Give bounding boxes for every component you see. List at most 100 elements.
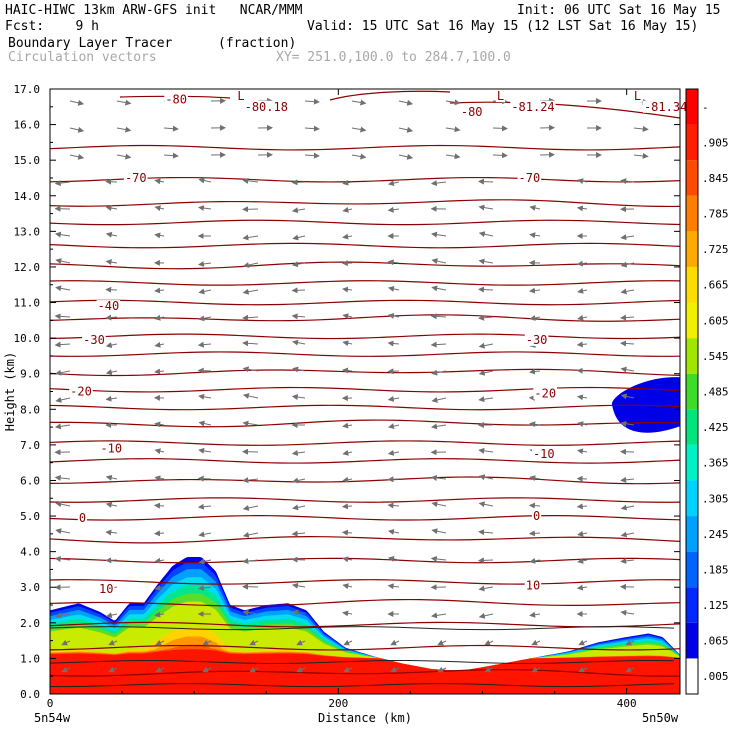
isotherm-label-bg: [123, 171, 148, 184]
vector-arrow: [478, 204, 494, 211]
vector-arrow: [242, 477, 259, 484]
y-tick-label: 1.0: [20, 652, 40, 665]
vector-arrow: [431, 501, 447, 508]
vector-arrow: [342, 367, 353, 374]
isotherm-line-12: [50, 419, 680, 428]
vector-arrow: [342, 583, 353, 590]
vector-arrow: [387, 340, 400, 347]
vector-arrow: [197, 341, 212, 348]
vector-arrow: [529, 611, 541, 618]
vector-arrow: [484, 666, 494, 673]
vector-arrow: [577, 557, 588, 564]
colorbar-swatch: [686, 266, 698, 303]
colorbar-label: .185: [702, 563, 729, 576]
header-line1-left: HAIC-HIWC 13km ARW-GFS init NCAR/MMM: [5, 3, 303, 18]
vector-arrow: [341, 529, 353, 536]
vector-arrow: [242, 234, 259, 241]
colorbar-swatch: [686, 622, 698, 659]
vector-arrow: [478, 314, 494, 321]
vector-arrow: [478, 342, 494, 349]
colorbar-swatch: [686, 302, 698, 339]
vector-arrow: [620, 366, 635, 373]
colorbar-label: .785: [702, 208, 729, 221]
isotherm-label-bg: [96, 300, 121, 313]
vector-arrow: [528, 502, 541, 509]
vector-arrow: [296, 666, 306, 673]
isotherm-label: 0: [79, 511, 86, 525]
vector-arrow: [430, 313, 447, 320]
isotherm-label: -70: [125, 171, 147, 185]
isotherm-label-bg: [524, 579, 542, 592]
colorbar-label: .845: [702, 172, 729, 185]
vector-arrow: [578, 639, 588, 646]
vector-arrow: [529, 421, 541, 428]
vector-arrow: [304, 125, 320, 132]
vector-arrow: [577, 530, 588, 537]
vector-arrow: [342, 610, 353, 617]
vector-arrow: [108, 666, 118, 673]
vector-arrow: [55, 369, 71, 376]
isotherm-line-15: [50, 368, 680, 377]
vector-arrow: [292, 504, 306, 511]
header-line2-left: Fcst: 9 h: [5, 19, 99, 34]
vector-arrow: [291, 530, 306, 537]
y-tick-label: 10.0: [14, 332, 41, 345]
vector-arrow: [116, 99, 132, 106]
vector-arrow: [478, 231, 494, 238]
vector-arrow: [620, 234, 635, 241]
vector-arrow: [430, 474, 447, 481]
isotherm-label: 10: [99, 582, 113, 596]
vector-arrow: [163, 152, 179, 159]
vector-arrow: [387, 502, 400, 509]
field-units: (fraction): [218, 36, 297, 51]
vector-arrow: [431, 369, 447, 376]
isotherm-label: -80: [165, 93, 187, 107]
vector-arrow: [154, 421, 165, 428]
isotherm-label-bg: [236, 90, 246, 103]
isotherm-label: -20: [534, 386, 556, 400]
colorbar-label: .305: [702, 492, 729, 505]
colorbar-swatch: [686, 195, 698, 232]
isotherm-label: -70: [519, 171, 541, 185]
vector-arrow: [478, 447, 494, 454]
vector-arrow: [242, 366, 259, 373]
vector-arrow: [291, 582, 306, 589]
vector-arrow: [430, 341, 447, 348]
colorbar-swatch: [686, 658, 698, 694]
vector-arrow: [341, 503, 353, 510]
vector-arrow: [388, 180, 400, 187]
vector-arrow: [154, 611, 165, 618]
vector-arrow: [198, 393, 212, 400]
vector-arrow: [197, 205, 212, 212]
vector-arrow: [291, 287, 306, 294]
vector-arrow: [477, 286, 494, 293]
isotherm-line-10: [50, 458, 680, 464]
isotherm-lines: [50, 90, 680, 677]
vector-arrow: [105, 342, 118, 348]
vector-arrow: [577, 421, 588, 428]
vector-arrow: [437, 666, 447, 673]
isotherm-label-bg: [524, 333, 549, 346]
isotherm-label: L: [497, 89, 504, 103]
isotherm-label-bg: [82, 333, 106, 346]
vector-arrow: [292, 477, 306, 484]
vector-arrow: [478, 396, 494, 403]
colorbar-label: .905: [702, 136, 729, 149]
vector-arrow: [197, 260, 212, 267]
vector-arrow: [292, 609, 306, 616]
vector-arrow: [55, 285, 71, 292]
vector-arrow: [431, 423, 447, 430]
vector-arrow: [249, 639, 259, 646]
isotherm-label-bg: [510, 100, 556, 113]
isotherm-label: 0: [533, 509, 540, 523]
colorbar-swatch: [686, 480, 698, 517]
vector-arrow: [105, 557, 118, 564]
colorbar-swatch: [686, 373, 698, 410]
vector-arrow: [430, 231, 447, 238]
low-line-2: [50, 626, 675, 631]
isotherm-line-6: [50, 536, 680, 544]
isotherm-line-9: [50, 476, 680, 485]
vector-arrow: [105, 612, 118, 619]
vector-arrow: [116, 126, 132, 133]
isotherm-label: -30: [526, 333, 548, 347]
